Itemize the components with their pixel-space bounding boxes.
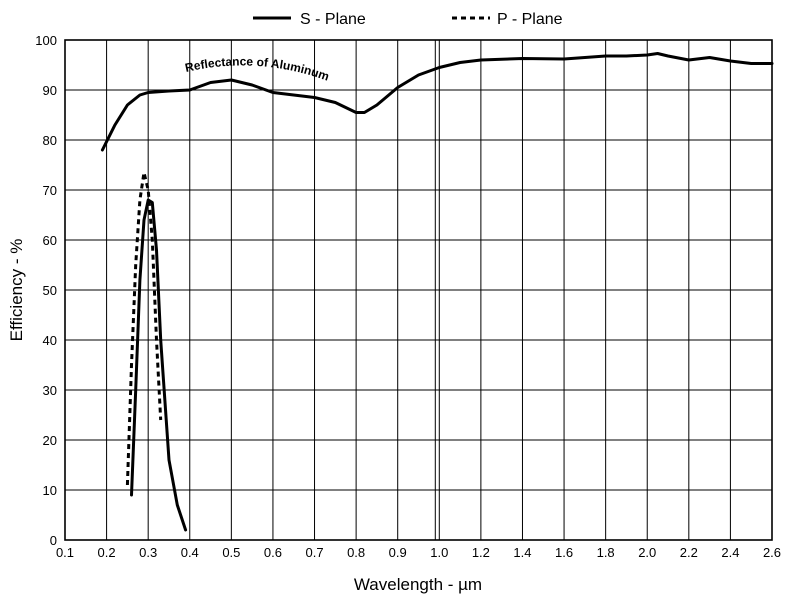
x-axis-title: Wavelength - µm <box>354 575 482 594</box>
x-tick-label: 1.0 <box>430 545 448 560</box>
y-tick-label: 30 <box>43 383 57 398</box>
legend-label-s-plane: S - Plane <box>300 11 366 28</box>
x-tick-label: 0.7 <box>305 545 323 560</box>
x-tick-label: 1.6 <box>555 545 573 560</box>
x-tick-label: 0.4 <box>181 545 199 560</box>
x-tick-label: 2.4 <box>721 545 739 560</box>
x-tick-label: 2.6 <box>763 545 781 560</box>
x-tick-label: 0.1 <box>56 545 74 560</box>
y-axis-title: Efficiency - % <box>7 239 26 342</box>
x-tick-label: 0.3 <box>139 545 157 560</box>
grid-lines <box>65 40 772 540</box>
x-tick-label: 1.2 <box>472 545 490 560</box>
y-axis-tick-labels: 0 10 20 30 40 50 60 70 80 90 100 <box>35 33 57 548</box>
x-tick-label: 1.8 <box>597 545 615 560</box>
legend: S - Plane P - Plane <box>253 11 563 28</box>
series-layer <box>100 52 774 532</box>
y-tick-label: 10 <box>43 483 57 498</box>
x-axis-tick-labels: 0.1 0.2 0.3 0.4 0.5 0.6 0.7 0.8 0.9 1.0 1.2 1.4 1.6 1… <box>56 545 781 560</box>
x-tick-label: 2.0 <box>638 545 656 560</box>
x-tick-label: 2.2 <box>680 545 698 560</box>
x-tick-label: 1.4 <box>513 545 531 560</box>
plot-area-frame <box>64 39 773 541</box>
x-tick-label: 0.8 <box>347 545 365 560</box>
y-tick-label: 20 <box>43 433 57 448</box>
reflectance-annotation: Reflectance of Aluminum <box>184 54 331 83</box>
x-tick-label: 0.9 <box>389 545 407 560</box>
series-line-s-plane <box>130 198 188 532</box>
y-tick-label: 40 <box>43 333 57 348</box>
y-tick-label: 90 <box>43 83 57 98</box>
x-tick-label: 0.5 <box>222 545 240 560</box>
y-tick-label: 0 <box>50 533 57 548</box>
legend-label-p-plane: P - Plane <box>497 11 563 28</box>
y-tick-label: 100 <box>35 33 57 48</box>
y-tick-label: 50 <box>43 283 57 298</box>
y-tick-label: 80 <box>43 133 57 148</box>
y-tick-label: 70 <box>43 183 57 198</box>
series-line-reflectance-of-aluminum <box>100 52 774 152</box>
x-tick-label: 0.2 <box>98 545 116 560</box>
x-tick-label: 0.6 <box>264 545 282 560</box>
series-line-p-plane <box>125 171 163 486</box>
y-tick-label: 60 <box>43 233 57 248</box>
